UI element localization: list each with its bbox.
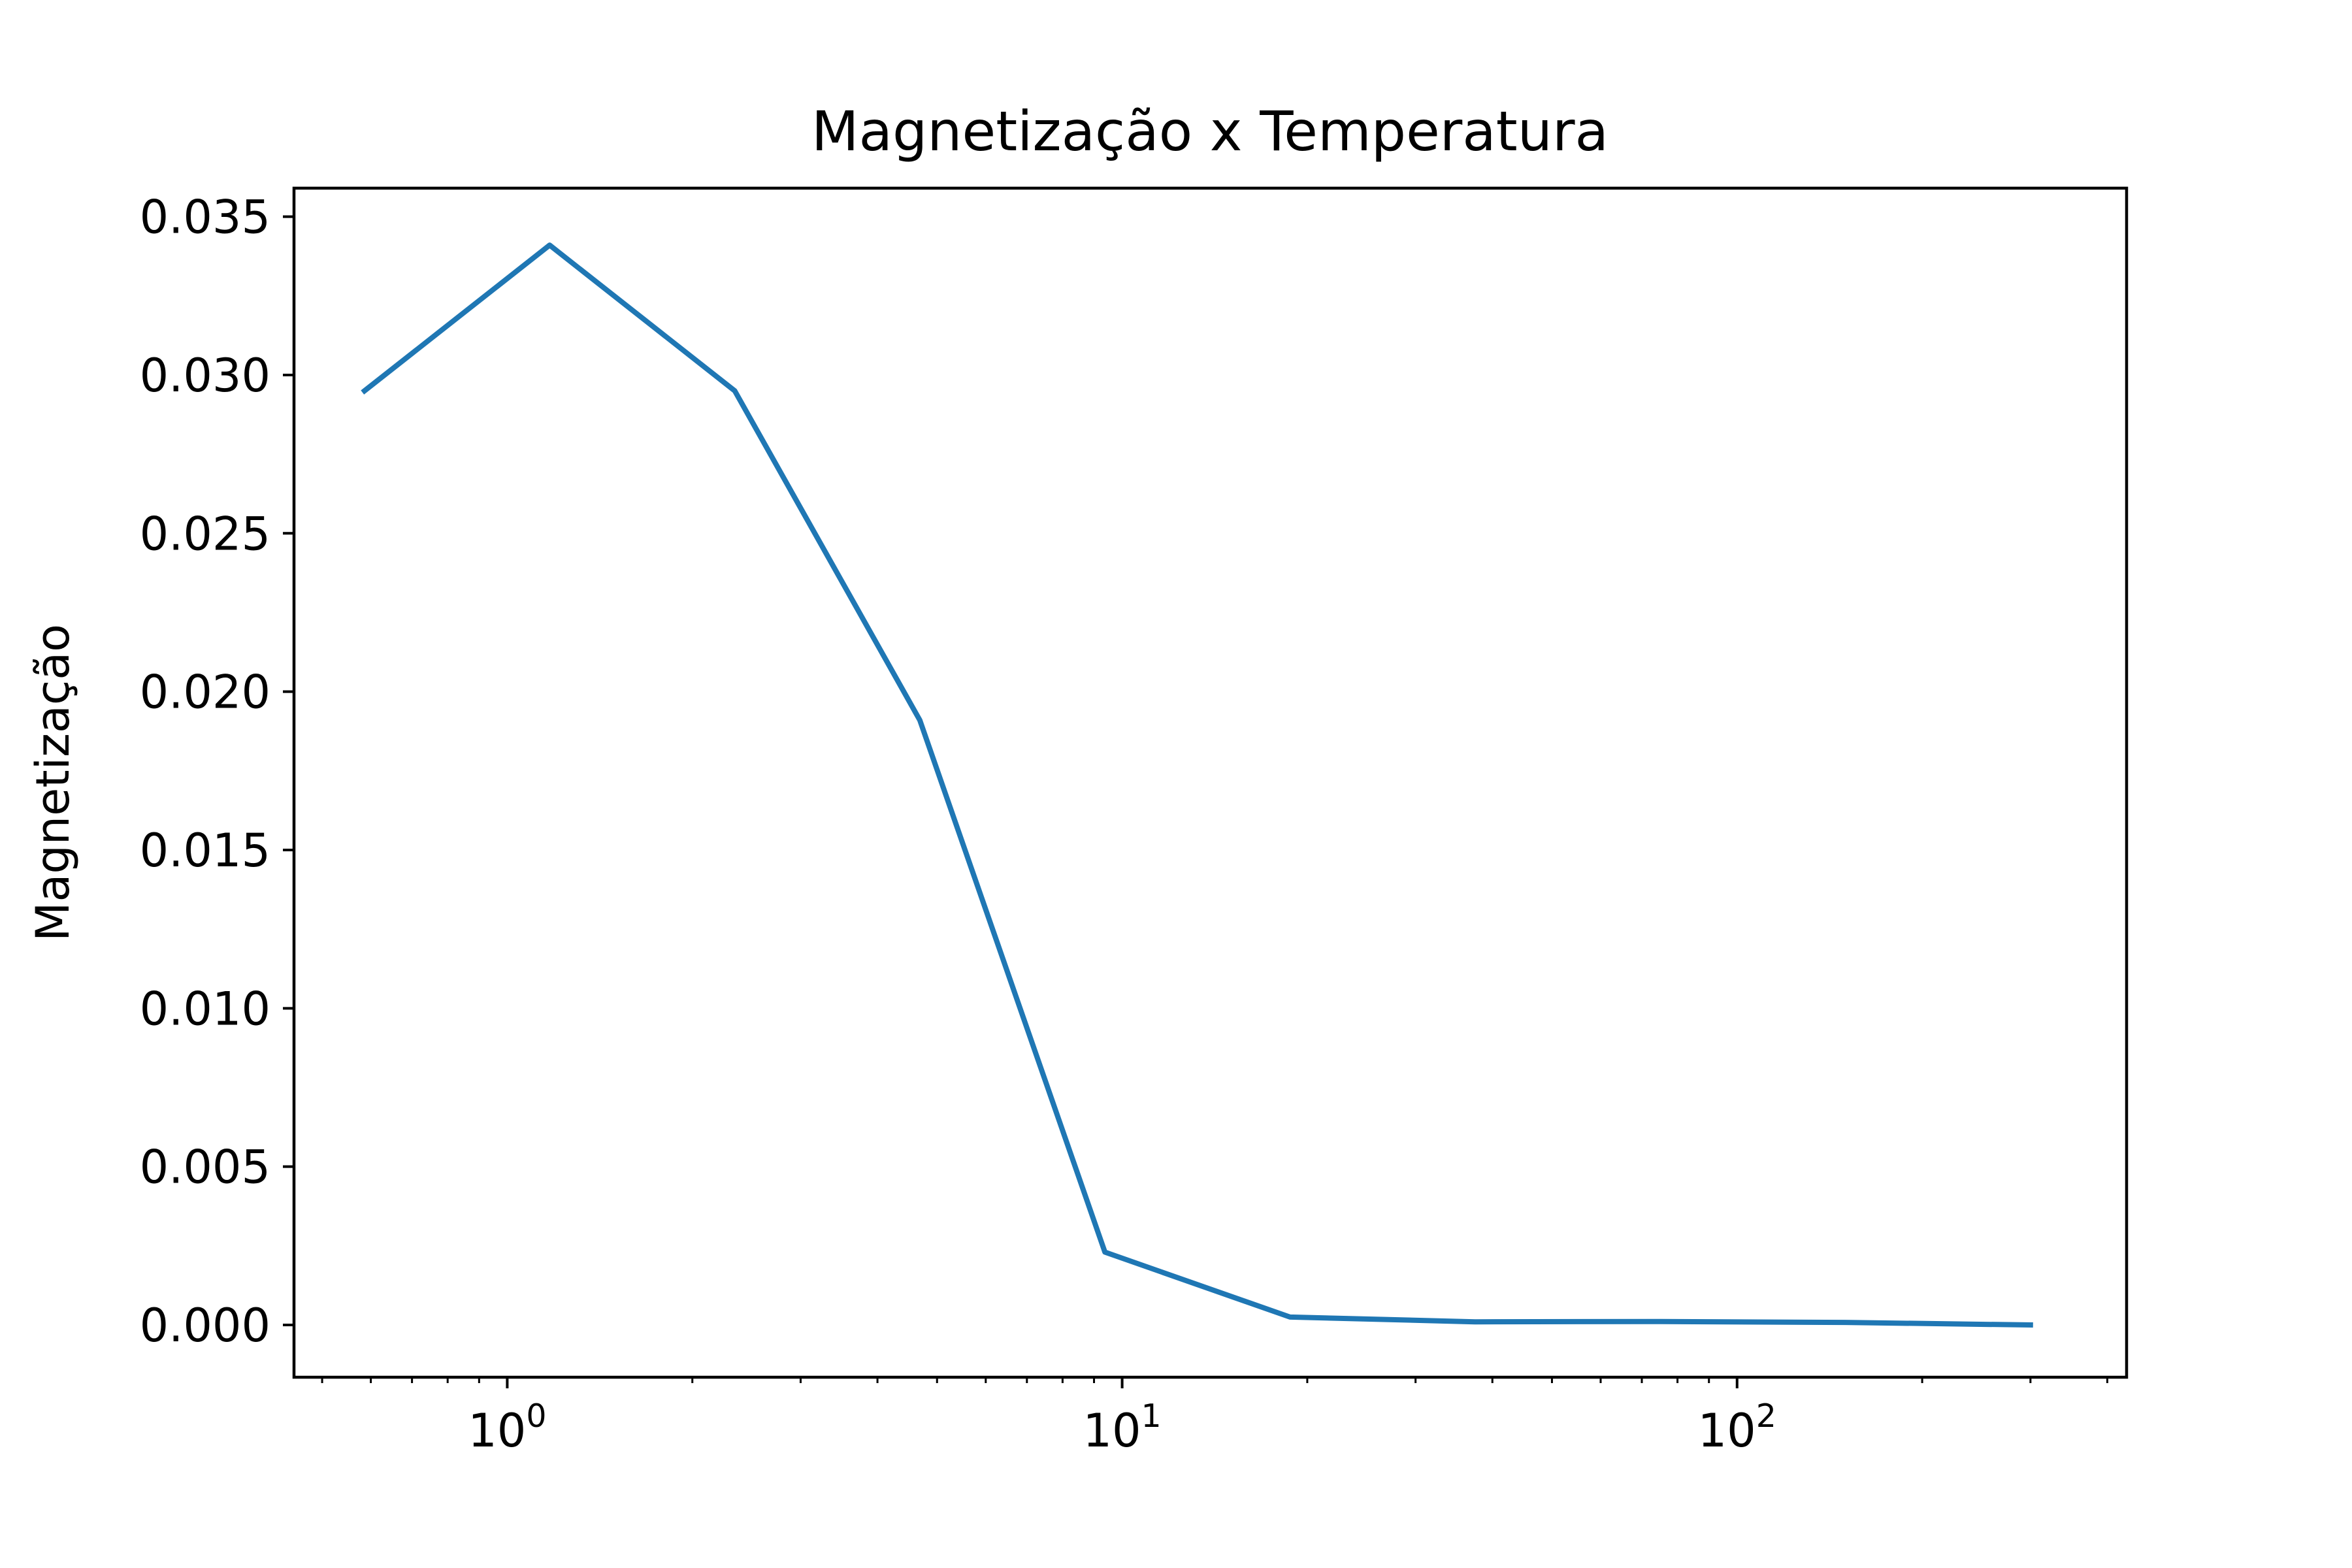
y-tick-label: 0.020 — [140, 666, 270, 719]
data-point — [1473, 1319, 1478, 1324]
series-line — [361, 242, 2033, 1328]
chart-title: Magnetização x Temperatura — [811, 99, 1609, 163]
marks-layer — [361, 242, 2033, 1328]
x-tick-label: 102 — [1698, 1397, 1776, 1458]
data-point — [1102, 1250, 1107, 1255]
y-tick-label: 0.015 — [140, 824, 270, 877]
data-point — [2028, 1322, 2033, 1328]
y-tick-label: 0.030 — [140, 349, 270, 402]
axes-frame — [292, 186, 2129, 1379]
ticks-layer: 0.000 0.005 0.010 0.015 0.020 0.025 0.030 0.035… — [140, 191, 2108, 1458]
y-tick-label: 0.000 — [140, 1299, 270, 1352]
y-axis-label: Magnetização — [26, 624, 80, 941]
x-tick-label: 101 — [1083, 1397, 1161, 1458]
data-point — [732, 388, 738, 393]
y-tick-label: 0.010 — [140, 982, 270, 1036]
y-tick-label: 0.005 — [140, 1141, 270, 1194]
data-point — [1658, 1319, 1663, 1324]
data-point — [362, 388, 367, 393]
y-tick-label: 0.025 — [140, 507, 270, 561]
data-point — [917, 717, 923, 723]
x-tick-label: 100 — [468, 1397, 546, 1458]
data-point — [1288, 1315, 1293, 1320]
y-tick-label: 0.035 — [140, 191, 270, 244]
data-point — [1843, 1320, 1848, 1325]
data-point — [547, 242, 552, 248]
